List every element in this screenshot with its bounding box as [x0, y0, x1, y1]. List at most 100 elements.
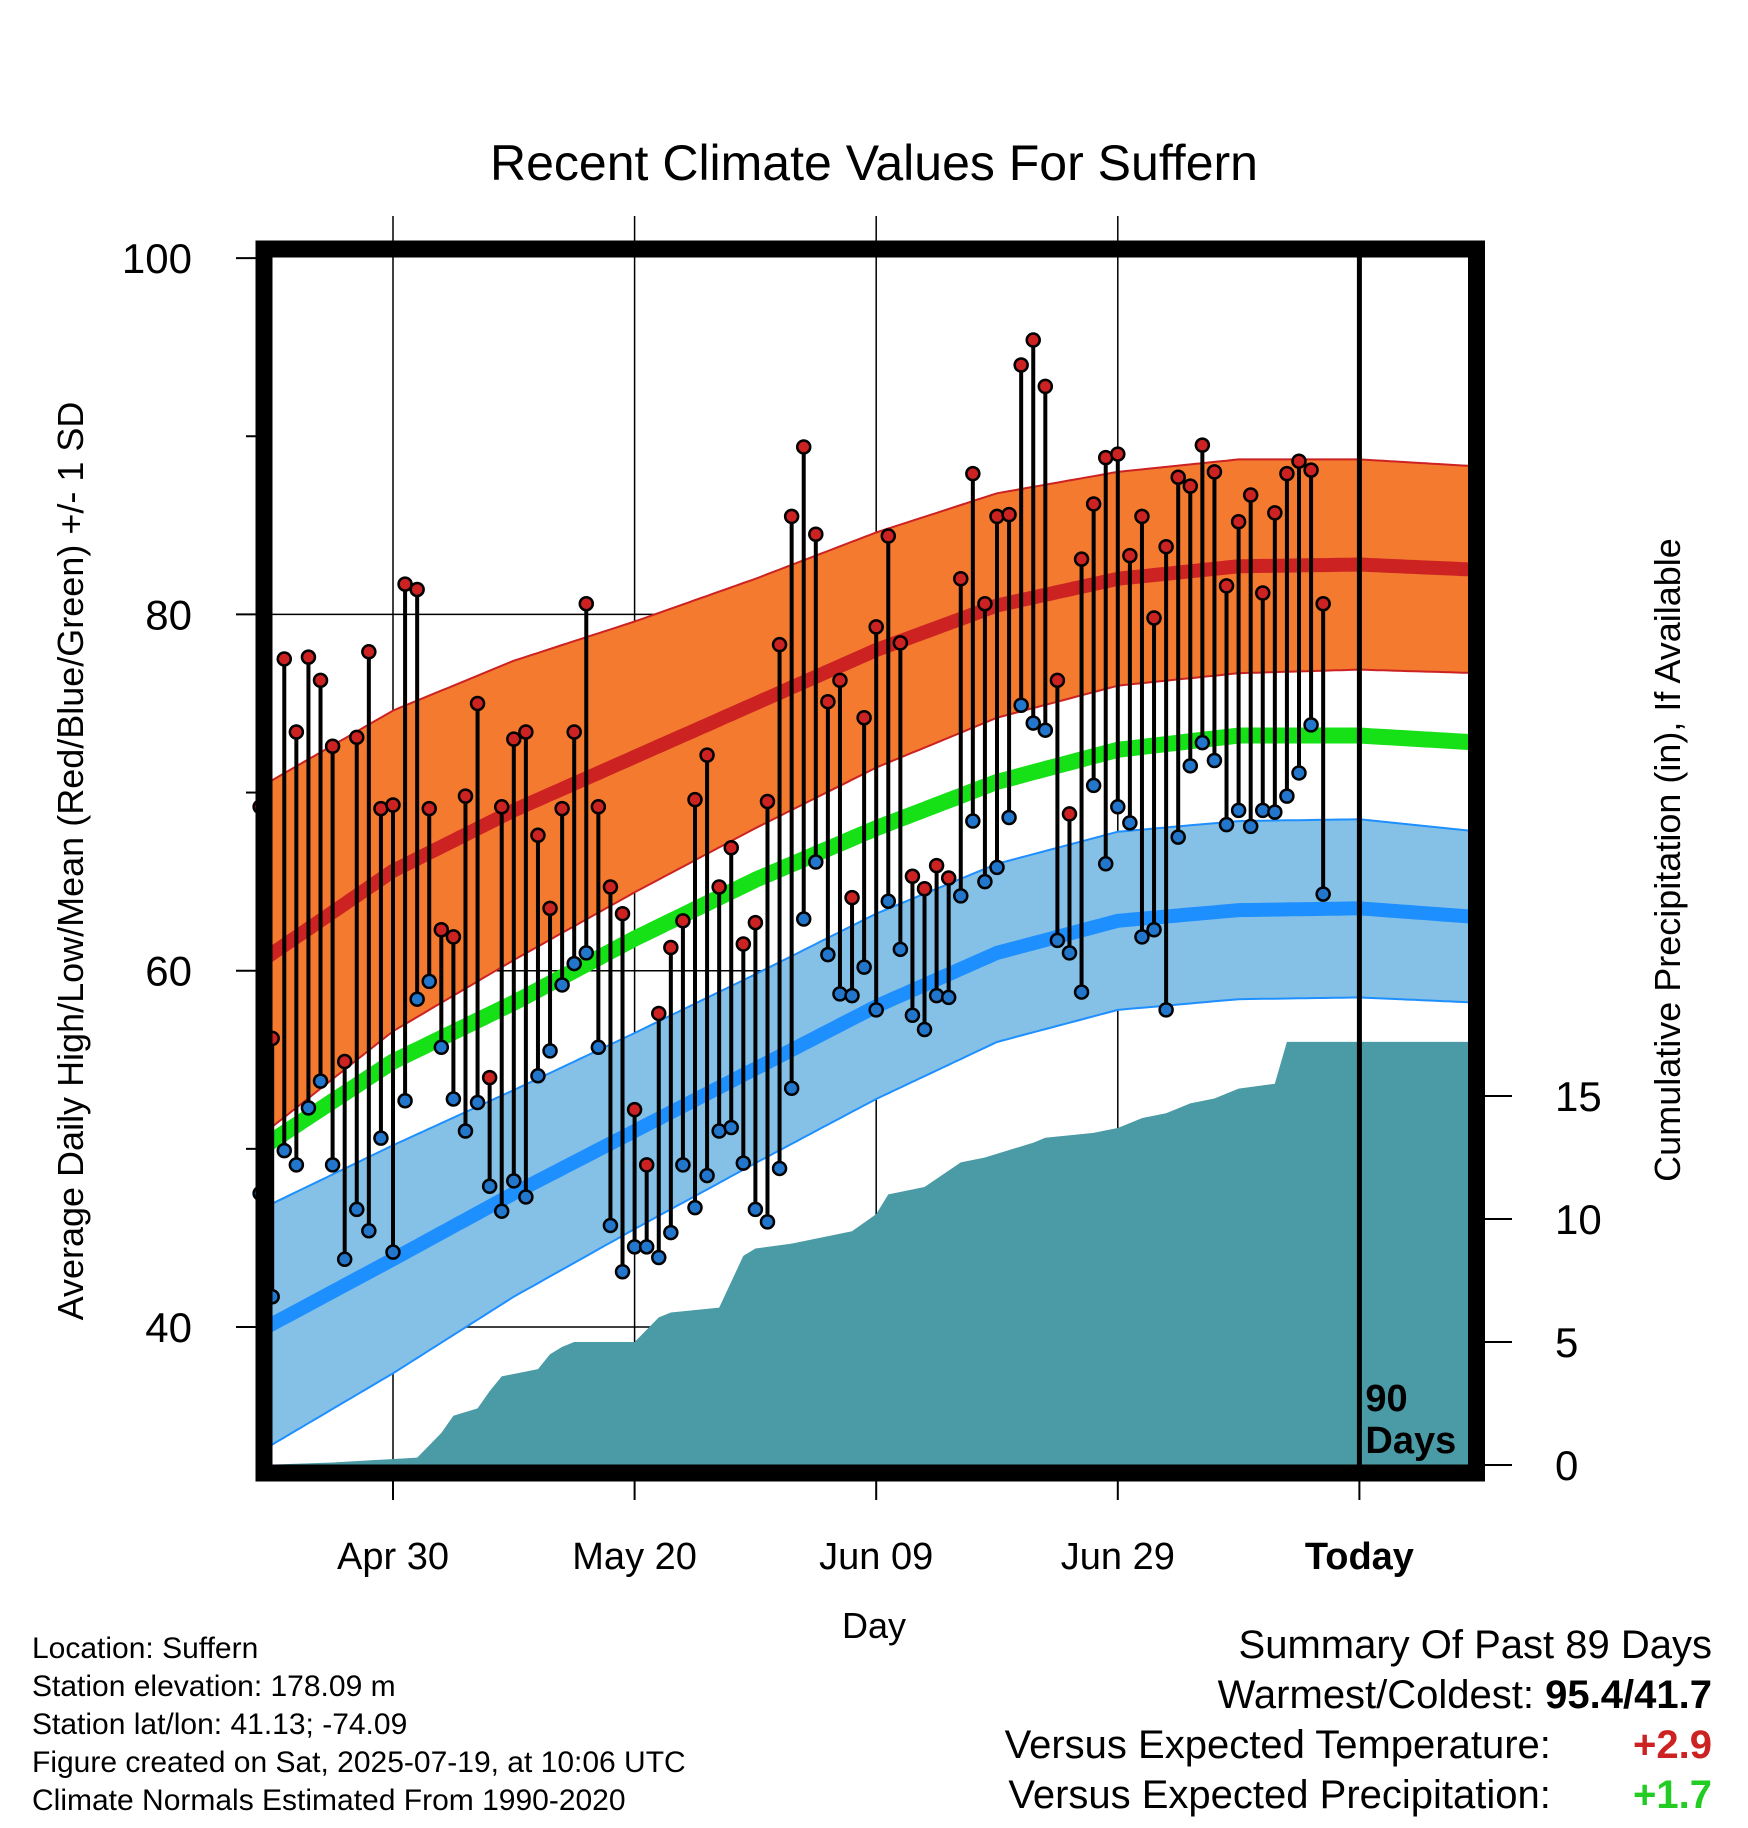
daily-low-point — [1025, 715, 1041, 731]
today-days-number: 90 — [1365, 1378, 1407, 1420]
daily-high-point — [808, 526, 824, 542]
daily-high-point — [481, 1069, 498, 1086]
daily-low-point — [397, 1092, 413, 1109]
daily-low-point — [1218, 816, 1235, 833]
daily-high-point — [1049, 672, 1066, 689]
daily-high-point — [409, 581, 425, 598]
daily-high-point — [651, 1005, 667, 1022]
daily-low-point — [699, 1167, 715, 1184]
daily-high-point — [433, 921, 450, 938]
daily-high-point — [276, 651, 293, 667]
daily-low-point — [421, 973, 437, 990]
daily-high-point — [1267, 505, 1283, 521]
daily-high-point — [1255, 585, 1271, 601]
warmest-coldest-value: 95.4/41.7 — [1545, 1673, 1712, 1717]
daily-high-point — [965, 465, 981, 482]
daily-low-point — [1013, 697, 1029, 714]
daily-low-point — [856, 959, 872, 975]
daily-low-point — [675, 1157, 691, 1173]
y-tick-label: 40 — [145, 1304, 192, 1351]
daily-high-point — [880, 528, 897, 544]
daily-high-point — [506, 731, 522, 747]
daily-high-point — [457, 788, 474, 804]
summary-panel: Summary Of Past 89 Days Warmest/Coldest:… — [1005, 1620, 1712, 1820]
daily-high-point — [1037, 378, 1054, 395]
daily-high-point — [469, 695, 486, 712]
daily-high-point — [1158, 538, 1174, 555]
meta-elevation: Station elevation: 178.09 m — [32, 1670, 396, 1703]
daily-low-point — [868, 1002, 884, 1018]
summary-warmest-coldest: Warmest/Coldest: 95.4/41.7 — [1005, 1670, 1712, 1720]
daily-high-point — [1194, 437, 1211, 453]
y2-tick-label: 0 — [1555, 1442, 1578, 1489]
temp-label: Versus Expected Temperature: — [1004, 1723, 1551, 1767]
daily-low-point — [1049, 932, 1066, 949]
meta-location: Location: Suffern — [32, 1632, 259, 1665]
daily-high-point — [361, 644, 377, 660]
daily-high-point — [735, 936, 752, 952]
daily-high-point — [300, 649, 317, 665]
daily-high-point — [1085, 496, 1102, 512]
high-normal-line — [256, 557, 1475, 968]
warmest-label: Warmest/Coldest: — [1217, 1673, 1535, 1717]
daily-low-point — [469, 1094, 486, 1111]
daily-high-point — [1025, 332, 1041, 348]
daily-high-point — [1146, 610, 1162, 626]
y2-tick-label: 10 — [1555, 1196, 1602, 1243]
daily-low-point — [276, 1142, 293, 1159]
daily-high-point — [1061, 806, 1078, 822]
daily-low-point — [349, 1201, 365, 1218]
daily-high-point — [602, 879, 619, 895]
daily-high-point — [288, 724, 305, 740]
daily-high-point — [916, 881, 933, 897]
daily-low-point — [771, 1160, 788, 1177]
daily-low-point — [1194, 734, 1211, 751]
daily-low-point — [409, 991, 425, 1007]
daily-low-point — [1134, 929, 1150, 945]
daily-low-point — [808, 854, 824, 870]
daily-high-point — [832, 672, 848, 689]
summary-heading: Summary Of Past 89 Days — [1238, 1623, 1712, 1667]
daily-low-point — [747, 1201, 764, 1218]
daily-high-point — [638, 1157, 655, 1173]
x-tick-label: Jun 09 — [819, 1536, 933, 1578]
daily-high-point — [1279, 465, 1295, 482]
daily-low-point — [1291, 765, 1307, 781]
precip-label: Versus Expected Precipitation: — [1008, 1773, 1551, 1817]
daily-low-point — [1110, 799, 1126, 815]
daily-high-point — [675, 913, 691, 929]
daily-low-point — [385, 1244, 401, 1260]
daily-high-point — [1001, 506, 1017, 523]
daily-high-point — [1110, 446, 1126, 462]
daily-low-point — [795, 911, 812, 927]
daily-low-point — [892, 941, 909, 958]
daily-low-point — [578, 945, 595, 961]
station-metadata: Location: Suffern Station elevation: 178… — [32, 1630, 686, 1820]
daily-low-point — [530, 1068, 546, 1084]
daily-low-point — [1122, 815, 1138, 831]
daily-low-point — [783, 1080, 800, 1097]
daily-low-point — [445, 1091, 462, 1107]
daily-low-point — [288, 1157, 305, 1173]
daily-low-point — [373, 1130, 389, 1146]
daily-low-point — [1230, 802, 1247, 819]
daily-low-point — [1158, 1002, 1174, 1018]
daily-low-point — [1170, 829, 1186, 845]
daily-low-point — [1267, 804, 1283, 820]
daily-low-point — [1061, 945, 1078, 961]
daily-low-point — [940, 989, 957, 1006]
y-tick-label: 100 — [122, 235, 192, 282]
daily-high-point — [518, 724, 534, 740]
daily-high-point — [868, 619, 884, 635]
daily-high-point — [530, 827, 546, 844]
daily-low-point — [965, 813, 981, 829]
daily-high-point — [1073, 551, 1090, 567]
y2-axis-label: Cumulative Precipitation (in), If Availa… — [1647, 538, 1688, 1182]
daily-high-point — [892, 635, 909, 651]
meta-normals: Climate Normals Estimated From 1990-2020 — [32, 1784, 626, 1817]
daily-high-point — [1182, 478, 1199, 494]
daily-high-point — [844, 889, 860, 906]
x-tick-label: Apr 30 — [337, 1536, 449, 1578]
